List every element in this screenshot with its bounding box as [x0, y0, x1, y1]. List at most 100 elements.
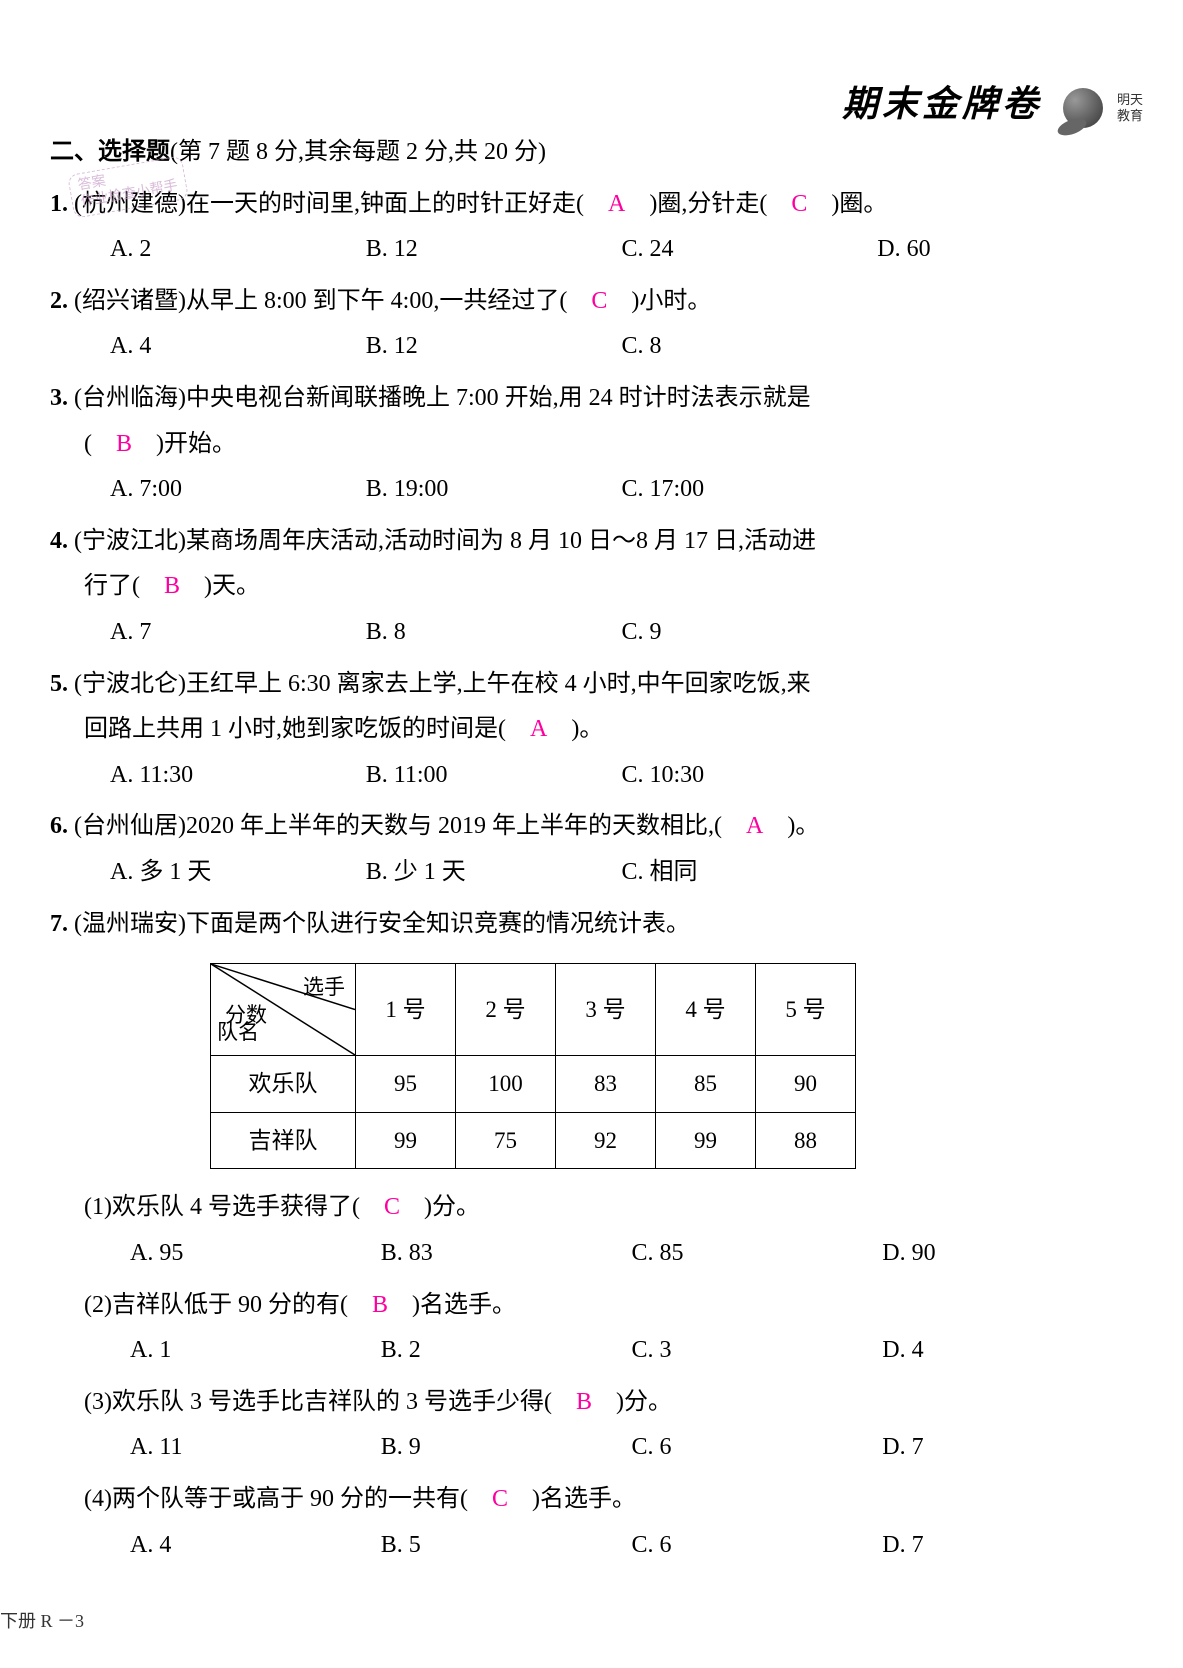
q1-opt-b: B. 12 — [366, 227, 622, 273]
section-note: (第 7 题 8 分,其余每题 2 分,共 20 分) — [170, 139, 546, 165]
diag-top-label: 选手 — [303, 968, 345, 1008]
q1-opt-a: A. 2 — [110, 227, 366, 273]
q1-options: A. 2 B. 12 C. 24 D. 60 — [110, 227, 1133, 273]
q1-opt-c: C. 24 — [622, 227, 878, 273]
q7s4-text-a: (4)两个队等于或高于 90 分的一共有( — [84, 1486, 492, 1512]
q4-options: A. 7 B. 8 C. 9 — [110, 610, 1133, 656]
question-5: 5. (宁波北仑)王红早上 6:30 离家去上学,上午在校 4 小时,中午回家吃… — [84, 662, 1133, 753]
brand-title: 期末金牌卷 — [842, 70, 1103, 138]
q6-source: (台州仙居) — [74, 813, 186, 839]
q7s1-b: B. 83 — [381, 1231, 632, 1277]
row1-v1: 95 — [356, 1056, 456, 1113]
table-row: 欢乐队 95 100 83 85 90 — [211, 1056, 856, 1113]
q7s2-options: A. 1 B. 2 C. 3 D. 4 — [130, 1328, 1133, 1374]
q3-text-a: 中央电视台新闻联播晚上 7:00 开始,用 24 时计时法表示就是 — [186, 385, 811, 411]
q7-source: (温州瑞安) — [74, 911, 186, 937]
q7s4-b: B. 5 — [381, 1523, 632, 1569]
q7s1-options: A. 95 B. 83 C. 85 D. 90 — [130, 1231, 1133, 1277]
q7-sub4: (4)两个队等于或高于 90 分的一共有( C )名选手。 — [84, 1477, 1133, 1523]
q7s3-ans: B — [576, 1389, 592, 1415]
q5-opt-b: B. 11:00 — [366, 753, 622, 799]
q4-opt-a: A. 7 — [110, 610, 366, 656]
q4-opt-b: B. 8 — [366, 610, 622, 656]
q3-opt-c: C. 17:00 — [622, 467, 878, 513]
question-3: 3. (台州临海)中央电视台新闻联播晚上 7:00 开始,用 24 时计时法表示… — [84, 376, 1133, 467]
table-header-row: 选手 分数 队名 1 号 2 号 3 号 4 号 5 号 — [211, 964, 856, 1056]
row1-v2: 100 — [456, 1056, 556, 1113]
col-2: 2 号 — [456, 964, 556, 1056]
q3-options: A. 7:00 B. 19:00 C. 17:00 — [110, 467, 1133, 513]
q7s2-d: D. 4 — [882, 1328, 1133, 1374]
q6-options: A. 多 1 天 B. 少 1 天 C. 相同 — [110, 850, 1133, 896]
q7s2-ans: B — [372, 1292, 388, 1318]
q2-opt-a: A. 4 — [110, 324, 366, 370]
question-6: 6. (台州仙居)2020 年上半年的天数与 2019 年上半年的天数相比,( … — [84, 804, 1133, 850]
q4-opt-c: C. 9 — [622, 610, 878, 656]
q4-text-b: 行了( — [84, 573, 164, 599]
row1-team: 欢乐队 — [211, 1056, 356, 1113]
q4-num: 4. — [50, 528, 68, 554]
q2-text-b: )小时。 — [607, 288, 711, 314]
brand-sub1: 明天 — [1117, 92, 1143, 107]
row1-v5: 90 — [756, 1056, 856, 1113]
q7s2-b: B. 2 — [381, 1328, 632, 1374]
q7s4-d: D. 7 — [882, 1523, 1133, 1569]
q7-sub3: (3)欢乐队 3 号选手比吉祥队的 3 号选手少得( B )分。 — [84, 1380, 1133, 1426]
row2-team: 吉祥队 — [211, 1112, 356, 1169]
q2-text-a: 从早上 8:00 到下午 4:00,一共经过了( — [186, 288, 591, 314]
brand-text: 期末金牌卷 — [842, 84, 1042, 124]
col-3: 3 号 — [556, 964, 656, 1056]
col-1: 1 号 — [356, 964, 456, 1056]
q7s3-d: D. 7 — [882, 1425, 1133, 1471]
q2-options: A. 4 B. 12 C. 8 — [110, 324, 1133, 370]
q7-sub2: (2)吉祥队低于 90 分的有( B )名选手。 — [84, 1283, 1133, 1329]
q1-text-b: )圈,分针走( — [625, 191, 791, 217]
row2-v5: 88 — [756, 1112, 856, 1169]
brand-logo-icon — [1063, 88, 1103, 128]
q5-opt-a: A. 11:30 — [110, 753, 366, 799]
q5-source: (宁波北仑) — [74, 671, 186, 697]
q7s1-text-a: (1)欢乐队 4 号选手获得了( — [84, 1194, 384, 1220]
q6-text-a: 2020 年上半年的天数与 2019 年上半年的天数相比,( — [186, 813, 746, 839]
q7-text: 下面是两个队进行安全知识竞赛的情况统计表。 — [186, 911, 690, 937]
q7s3-a: A. 11 — [130, 1425, 381, 1471]
page-footer: 下册 R －3 — [0, 1604, 84, 1638]
q5-text-c: )。 — [547, 716, 603, 742]
q5-ans: A — [530, 716, 547, 742]
q2-opt-c: C. 8 — [622, 324, 878, 370]
q2-opt-b: B. 12 — [366, 324, 622, 370]
q5-text-a: 王红早上 6:30 离家去上学,上午在校 4 小时,中午回家吃饭,来 — [186, 671, 811, 697]
q7s3-text-a: (3)欢乐队 3 号选手比吉祥队的 3 号选手少得( — [84, 1389, 576, 1415]
q6-opt-c: C. 相同 — [622, 850, 878, 896]
q7s2-c: C. 3 — [632, 1328, 883, 1374]
q3-source: (台州临海) — [74, 385, 186, 411]
row1-v4: 85 — [656, 1056, 756, 1113]
q7s2-text-b: )名选手。 — [388, 1292, 516, 1318]
q1-text-c: )圈。 — [807, 191, 887, 217]
q7s4-ans: C — [492, 1486, 508, 1512]
q2-source: (绍兴诸暨) — [74, 288, 186, 314]
row2-v1: 99 — [356, 1112, 456, 1169]
q4-source: (宁波江北) — [74, 528, 186, 554]
q3-num: 3. — [50, 385, 68, 411]
question-4: 4. (宁波江北)某商场周年庆活动,活动时间为 8 月 10 日～8 月 17 … — [84, 519, 1133, 610]
table-row: 吉祥队 99 75 92 99 88 — [211, 1112, 856, 1169]
q7s1-ans: C — [384, 1194, 400, 1220]
col-4: 4 号 — [656, 964, 756, 1056]
q7-num: 7. — [50, 911, 68, 937]
q7s3-c: C. 6 — [632, 1425, 883, 1471]
q1-text-a: 在一天的时间里,钟面上的时针正好走( — [186, 191, 608, 217]
q7s3-b: B. 9 — [381, 1425, 632, 1471]
row2-v3: 92 — [556, 1112, 656, 1169]
q7s1-c: C. 85 — [632, 1231, 883, 1277]
q6-ans: A — [746, 813, 763, 839]
col-5: 5 号 — [756, 964, 856, 1056]
q7s3-options: A. 11 B. 9 C. 6 D. 7 — [130, 1425, 1133, 1471]
q5-options: A. 11:30 B. 11:00 C. 10:30 — [110, 753, 1133, 799]
q4-ans: B — [164, 573, 180, 599]
row2-v4: 99 — [656, 1112, 756, 1169]
q1-num: 1. — [50, 191, 68, 217]
q7-table: 选手 分数 队名 1 号 2 号 3 号 4 号 5 号 欢乐队 95 100 … — [210, 963, 856, 1169]
table-diag-header: 选手 分数 队名 — [211, 964, 356, 1056]
question-2: 2. (绍兴诸暨)从早上 8:00 到下午 4:00,一共经过了( C )小时。 — [84, 279, 1133, 325]
